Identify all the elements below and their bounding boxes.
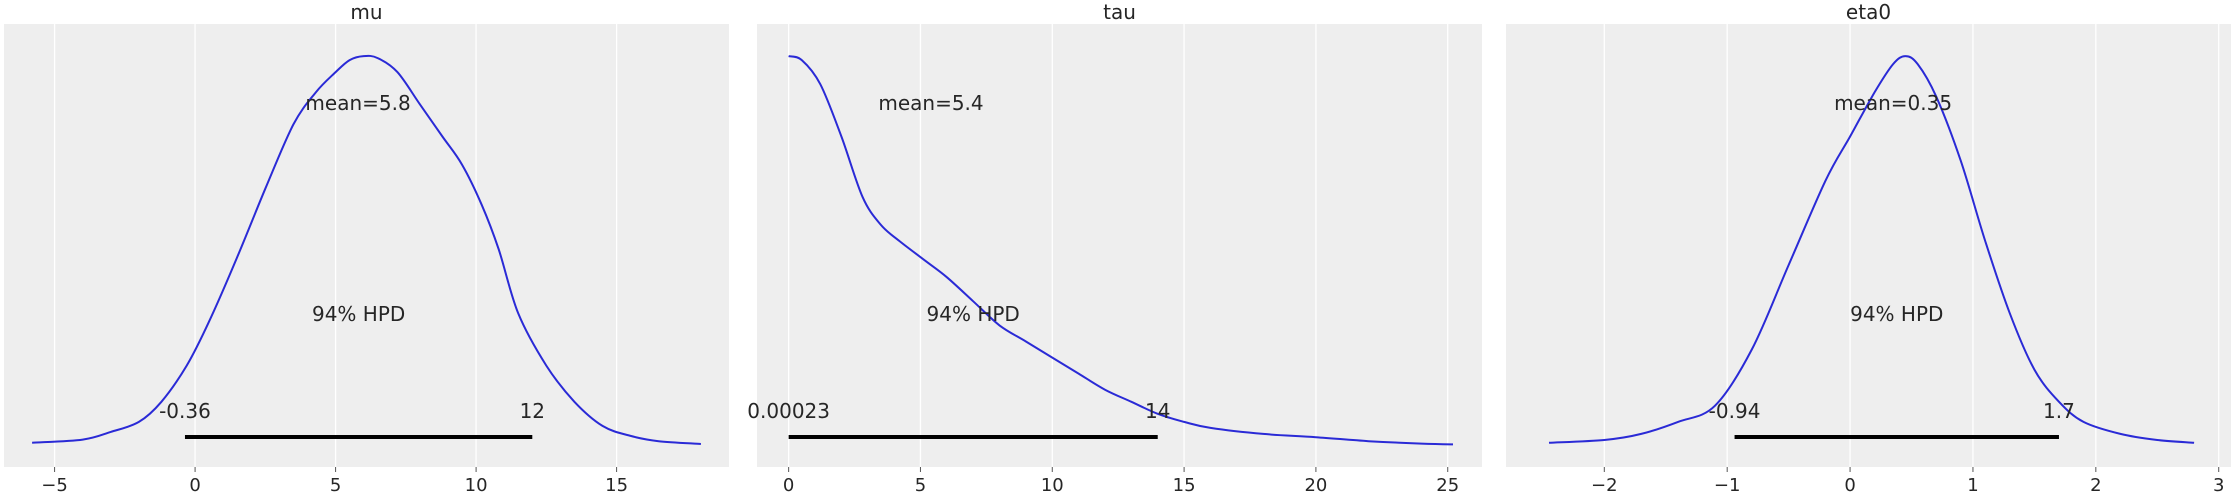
x-tick-label: −2 [1591, 475, 1618, 496]
hpd-low-label: -0.36 [159, 399, 211, 423]
subplot-title: eta0 [1846, 0, 1891, 24]
plot-area [757, 24, 1482, 467]
density-curve [788, 55, 1454, 446]
mean-label: mean=0.35 [1834, 91, 1952, 115]
hpd-label: 94% HPD [312, 302, 405, 326]
x-tick-label: 0 [1844, 475, 1855, 496]
x-tick-label: −1 [1714, 475, 1741, 496]
mean-label: mean=5.8 [305, 91, 410, 115]
hpd-high-label: 12 [520, 399, 545, 423]
subplot-title: mu [350, 0, 382, 24]
hpd-label: 94% HPD [927, 302, 1020, 326]
x-tick-label: 15 [1173, 475, 1196, 496]
x-tick-label: 0 [189, 475, 200, 496]
x-tick-label: 1 [1967, 475, 1978, 496]
subplot-tau: 0 5 10 15 20 25 tau mean=5.4 94% HPD 0.00023 14 [747, 0, 1482, 496]
x-tick-label: 15 [605, 475, 628, 496]
mean-label: mean=5.4 [878, 91, 983, 115]
plot-area [4, 24, 729, 467]
subplot-title: tau [1103, 0, 1136, 24]
hpd-low-label: 0.00023 [747, 399, 830, 423]
subplot-eta0: −2 −1 0 1 2 3 eta0 mean=0.35 94% HPD -0.94 1.7 [1506, 0, 2231, 496]
density-curve [1548, 55, 2195, 444]
hpd-high-label: 1.7 [2043, 399, 2075, 423]
plot-area [1506, 24, 2231, 467]
subplot-mu: −5 0 5 10 15 mu mean=5.8 94% HPD -0.36 12 [4, 0, 729, 496]
hpd-label: 94% HPD [1850, 302, 1943, 326]
x-tick-label: 3 [2213, 475, 2224, 496]
hpd-low-label: -0.94 [1709, 399, 1761, 423]
x-tick-label: 25 [1436, 475, 1459, 496]
x-tick-label: −5 [41, 475, 68, 496]
x-tick-label: 20 [1304, 475, 1327, 496]
x-tick-label: 10 [1041, 475, 1064, 496]
x-tick-label: 10 [465, 475, 488, 496]
x-tick-label: 0 [783, 475, 794, 496]
x-tick-label: 2 [2090, 475, 2101, 496]
x-tick-label: 5 [330, 475, 341, 496]
hpd-high-label: 14 [1145, 399, 1170, 423]
density-curve [32, 54, 701, 445]
x-tick-label: 5 [915, 475, 926, 496]
